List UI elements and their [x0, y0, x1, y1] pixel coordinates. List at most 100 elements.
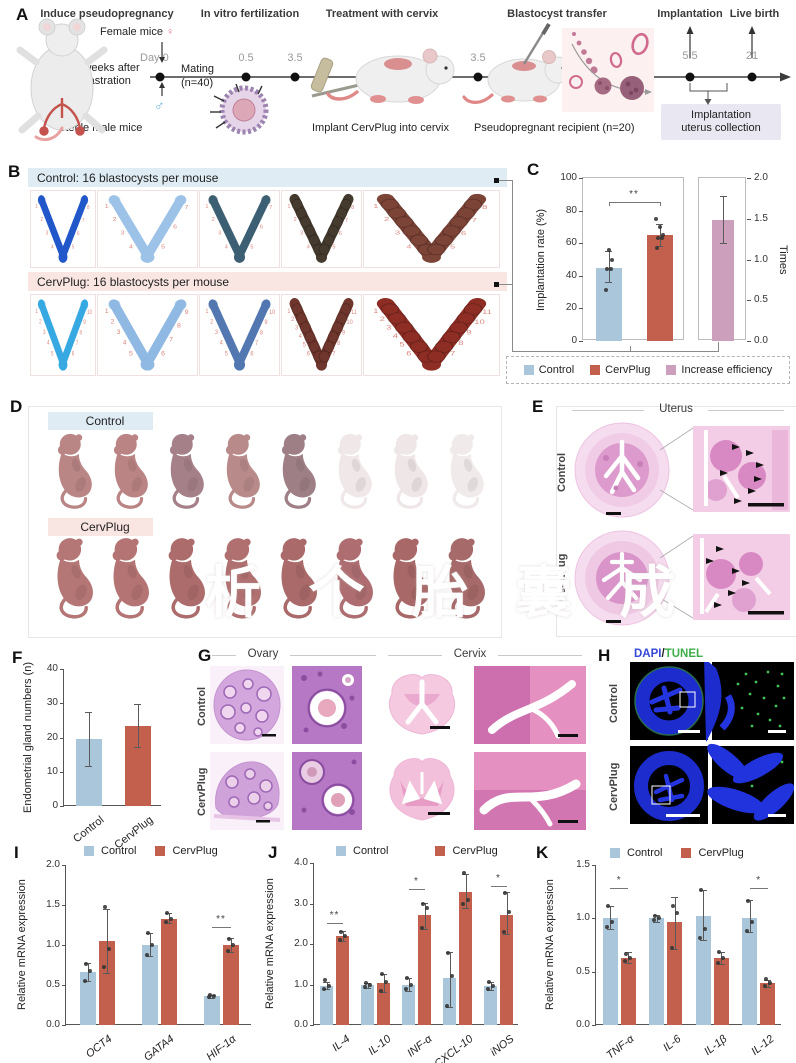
data-point [699, 887, 704, 892]
error-bar-cap [746, 932, 754, 934]
panel-b-control-header: Control: 16 blastocysts per mouse [28, 168, 507, 187]
bar-cervplug [160, 918, 177, 1025]
data-point [674, 911, 679, 915]
bar-cervplug [646, 235, 673, 341]
pup-image [332, 534, 380, 622]
y-tick-mark [62, 985, 66, 986]
error-bar-cap [764, 986, 772, 988]
error-bar-cap [227, 937, 234, 939]
svg-text:7: 7 [472, 217, 477, 224]
error-bar-cap [103, 909, 110, 910]
data-point [465, 898, 470, 903]
data-point [767, 981, 772, 986]
y-tick-label: 20 [46, 731, 58, 743]
cervplug-swatch [681, 848, 692, 858]
svg-text:7: 7 [76, 340, 79, 347]
bar-cervplug [620, 957, 636, 1025]
legend-label: Increase efficiency [681, 364, 773, 376]
y-tick-label: 0.0 [576, 1019, 590, 1030]
g-row-cervplug-label: CervPlug [196, 767, 208, 817]
svg-text:9: 9 [83, 320, 86, 327]
legend-label: Control [101, 845, 137, 857]
data-point [610, 919, 615, 924]
svg-text:2: 2 [40, 217, 43, 224]
svg-text:9: 9 [185, 309, 189, 316]
y-axis-label: Times [777, 244, 789, 275]
data-point [326, 983, 331, 988]
svg-text:7: 7 [255, 341, 258, 347]
svg-text:10: 10 [474, 319, 485, 326]
error-bar-cap [364, 987, 371, 989]
female-symbol: ♀ [166, 26, 175, 38]
svg-text:7: 7 [450, 350, 456, 357]
control-swatch [523, 365, 534, 375]
uterus-section-cervplug [574, 530, 790, 626]
svg-text:11: 11 [351, 310, 357, 316]
implantation-rate-chart: 0 20 40 60 80 100 Implantation rate (%) ** [535, 172, 684, 346]
svg-text:3: 3 [218, 231, 221, 237]
ovary-whole-control [210, 666, 284, 744]
error-bar-cap [746, 900, 754, 902]
y-tick-mark [310, 1025, 314, 1026]
error-bar-cap [606, 929, 614, 930]
data-point [445, 951, 450, 956]
y-tick-label: 0 [52, 800, 58, 811]
y-tick-mark [62, 1025, 66, 1026]
cervplug-swatch [435, 846, 446, 856]
y-tick-label: 0.0 [294, 1019, 308, 1030]
data-point [490, 983, 495, 988]
bar-control [695, 916, 711, 1025]
y-tick-label: 3.0 [294, 897, 308, 909]
y-tick-mark [592, 865, 596, 866]
svg-text:1: 1 [373, 203, 378, 210]
panel-i-legend: Control CervPlug [84, 845, 218, 857]
bar-control [602, 918, 618, 1025]
error-bar-cap [671, 949, 679, 951]
svg-text:2: 2 [384, 216, 389, 223]
connector-dot-control [494, 178, 499, 183]
tunel-label: TUNEL [664, 648, 704, 660]
error-bar-cap [719, 243, 727, 245]
endometrial-gland-chart: 0 10 20 30 40 Endometrial gland numbers (n) Co… [22, 662, 161, 851]
ovary-title: Ovary [247, 648, 279, 660]
y-tick-label: 0.0 [46, 1019, 60, 1030]
y-tick-label: 1.5 [754, 212, 768, 224]
pup-image [276, 534, 324, 622]
svg-text:3: 3 [121, 230, 125, 236]
data-point [449, 974, 454, 979]
bar-cervplug [418, 914, 431, 1025]
y-tick-mark [592, 918, 596, 920]
data-point [485, 986, 490, 991]
significance-line [749, 888, 768, 890]
bar-control [141, 945, 158, 1025]
data-point [603, 288, 608, 293]
title-line [708, 410, 784, 411]
pup-image [388, 430, 436, 512]
data-point [655, 236, 660, 241]
embryo-development-icon [562, 28, 654, 112]
svg-text:4: 4 [123, 340, 127, 347]
g-row-control-label: Control [196, 686, 208, 726]
error-bar-cap [462, 874, 469, 876]
svg-text:6: 6 [72, 351, 75, 358]
y-tick-mark [62, 865, 66, 866]
data-point [321, 987, 326, 992]
control-swatch [336, 846, 346, 856]
svg-text:2: 2 [210, 319, 213, 325]
svg-text:6: 6 [77, 231, 80, 238]
mrna-chart-i: 0.0 0.5 1.0 1.5 2.0 Relative mRNA expression O… [16, 859, 251, 1063]
y-tick-label: 0.5 [576, 965, 590, 977]
data-point [749, 919, 754, 924]
bar-control [402, 984, 415, 1025]
y-tick-label: 30 [46, 697, 58, 709]
error-bar-cap [323, 982, 330, 984]
data-point [654, 246, 659, 251]
watermark: 析 个 胎 囊 成 [205, 561, 692, 624]
svg-text:9: 9 [265, 320, 268, 326]
error-bar-cap [717, 964, 725, 966]
timepoint-0-5: 0.5 [238, 52, 254, 64]
error-bar-cap [717, 952, 725, 954]
collection-line1: Implantation [691, 108, 751, 121]
connector-line [630, 346, 631, 352]
panel-k-label: K [536, 843, 549, 862]
